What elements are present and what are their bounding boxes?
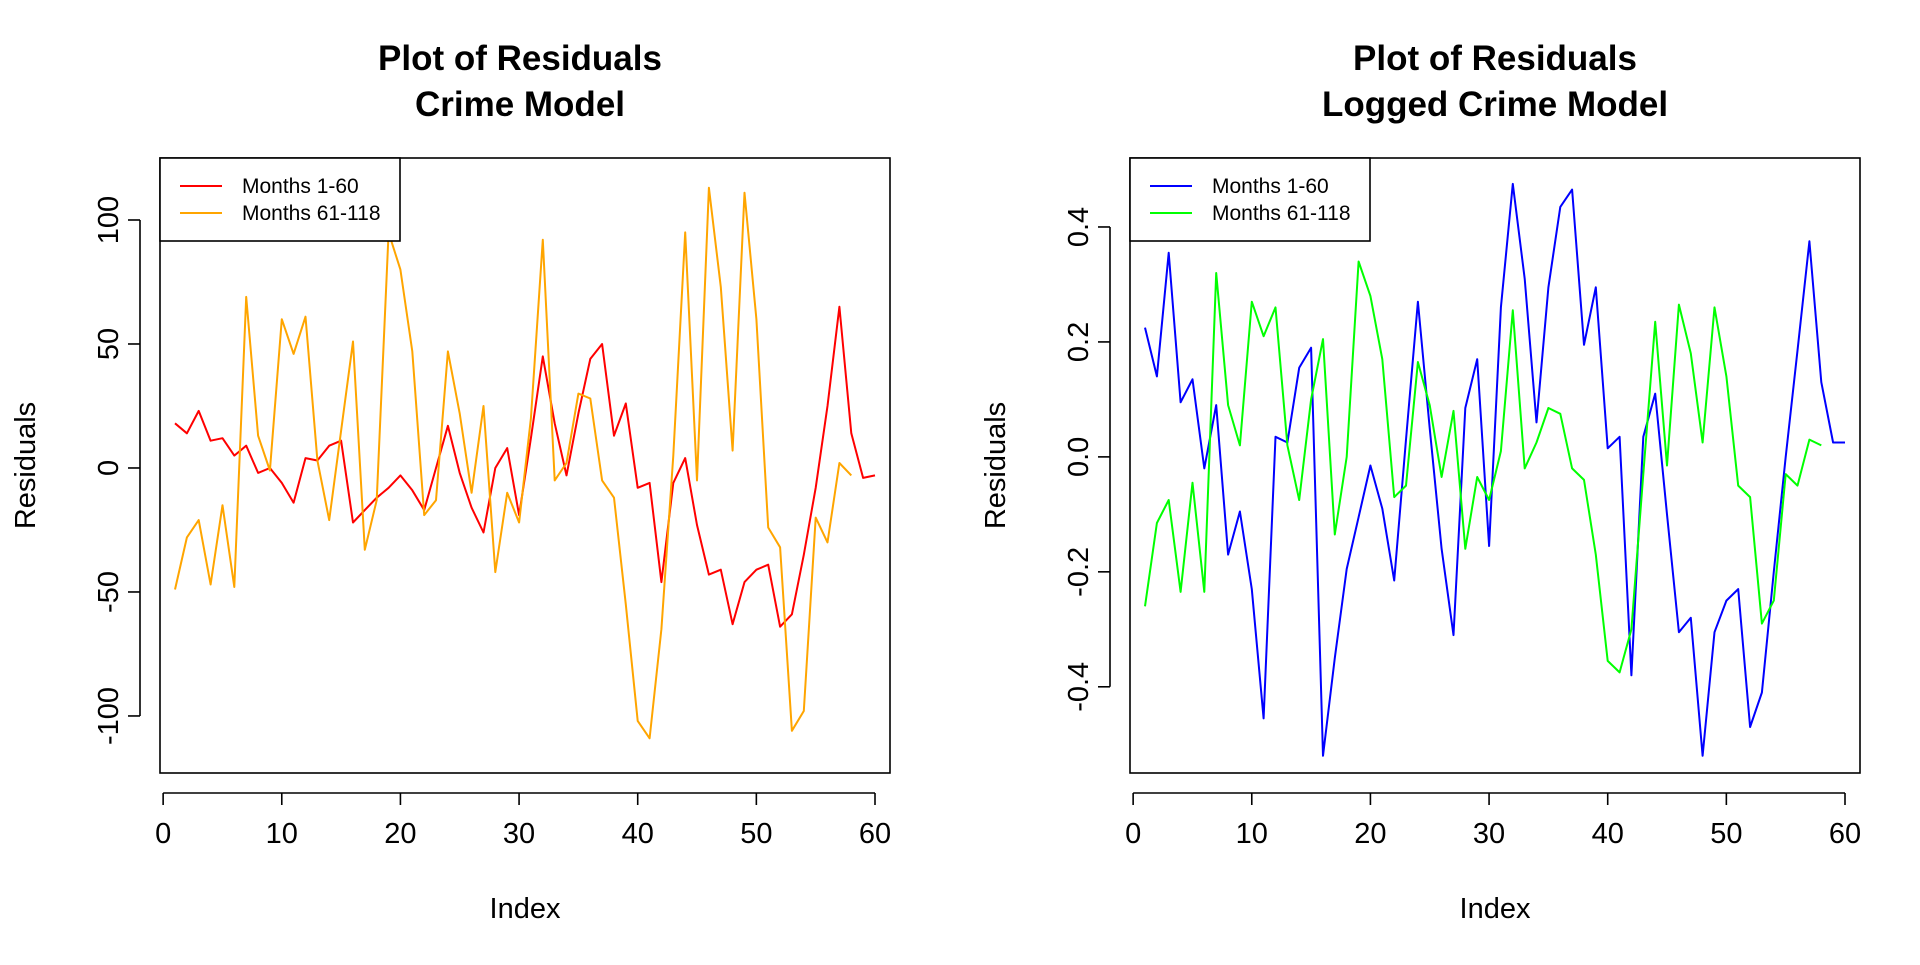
plot-frame bbox=[159, 157, 891, 774]
legend: Months 1-60 Months 61-118 bbox=[159, 157, 401, 242]
y-tick-label: -0.4 bbox=[1063, 662, 1095, 712]
plot-frame bbox=[1129, 157, 1861, 774]
x-tick-label: 40 bbox=[622, 818, 654, 850]
y-axis-label: Residuals bbox=[10, 402, 42, 529]
y-tick-label: 0.4 bbox=[1063, 207, 1095, 247]
x-tick-label: 30 bbox=[1473, 818, 1505, 850]
legend-label: Months 1-60 bbox=[1212, 175, 1329, 198]
logged-crime-model-panel: Plot of Residuals Logged Crime Model 0 10 20… bbox=[980, 39, 1861, 925]
chart-subtitle: Logged Crime Model bbox=[1322, 85, 1668, 124]
chart-subtitle: Crime Model bbox=[415, 85, 625, 124]
y-tick-label: 0.2 bbox=[1063, 322, 1095, 362]
y-tick-label: -100 bbox=[93, 687, 125, 745]
y-tick-label: -50 bbox=[93, 571, 125, 613]
x-axis-label: Index bbox=[1460, 893, 1531, 925]
x-tick-label: 0 bbox=[1125, 818, 1141, 850]
legend-label: Months 61-118 bbox=[1212, 202, 1351, 225]
legend: Months 1-60 Months 61-118 bbox=[1129, 157, 1371, 242]
x-tick-label: 50 bbox=[740, 818, 772, 850]
x-tick-label: 60 bbox=[1829, 818, 1861, 850]
x-tick-label: 40 bbox=[1592, 818, 1624, 850]
legend-box bbox=[159, 157, 401, 242]
legend-label: Months 61-118 bbox=[242, 202, 381, 225]
x-tick-label: 30 bbox=[503, 818, 535, 850]
x-tick-label: 10 bbox=[1236, 818, 1268, 850]
chart-title: Plot of Residuals bbox=[1353, 39, 1637, 78]
y-axis-label: Residuals bbox=[980, 402, 1012, 529]
x-tick-label: 10 bbox=[266, 818, 298, 850]
legend-label: Months 1-60 bbox=[242, 175, 359, 198]
y-tick-label: 50 bbox=[93, 328, 125, 360]
y-tick-label: 0.0 bbox=[1063, 437, 1095, 477]
series-line-2 bbox=[174, 186, 853, 740]
x-tick-label: 20 bbox=[1354, 818, 1386, 850]
y-tick-label: -0.2 bbox=[1063, 547, 1095, 597]
x-tick-label: 0 bbox=[155, 818, 171, 850]
series-line-1 bbox=[1144, 182, 1845, 757]
y-tick-label: 0 bbox=[93, 460, 125, 476]
x-tick-label: 60 bbox=[859, 818, 891, 850]
x-tick-label: 50 bbox=[1710, 818, 1742, 850]
x-tick-label: 20 bbox=[384, 818, 416, 850]
crime-model-panel: Plot of Residuals Crime Model 0 10 20 30 40 50 6… bbox=[10, 39, 891, 925]
series-line-2 bbox=[1144, 260, 1822, 674]
y-tick-label: 100 bbox=[93, 196, 125, 244]
legend-box bbox=[1129, 157, 1371, 242]
x-axis-label: Index bbox=[490, 893, 561, 925]
chart-title: Plot of Residuals bbox=[378, 39, 662, 78]
